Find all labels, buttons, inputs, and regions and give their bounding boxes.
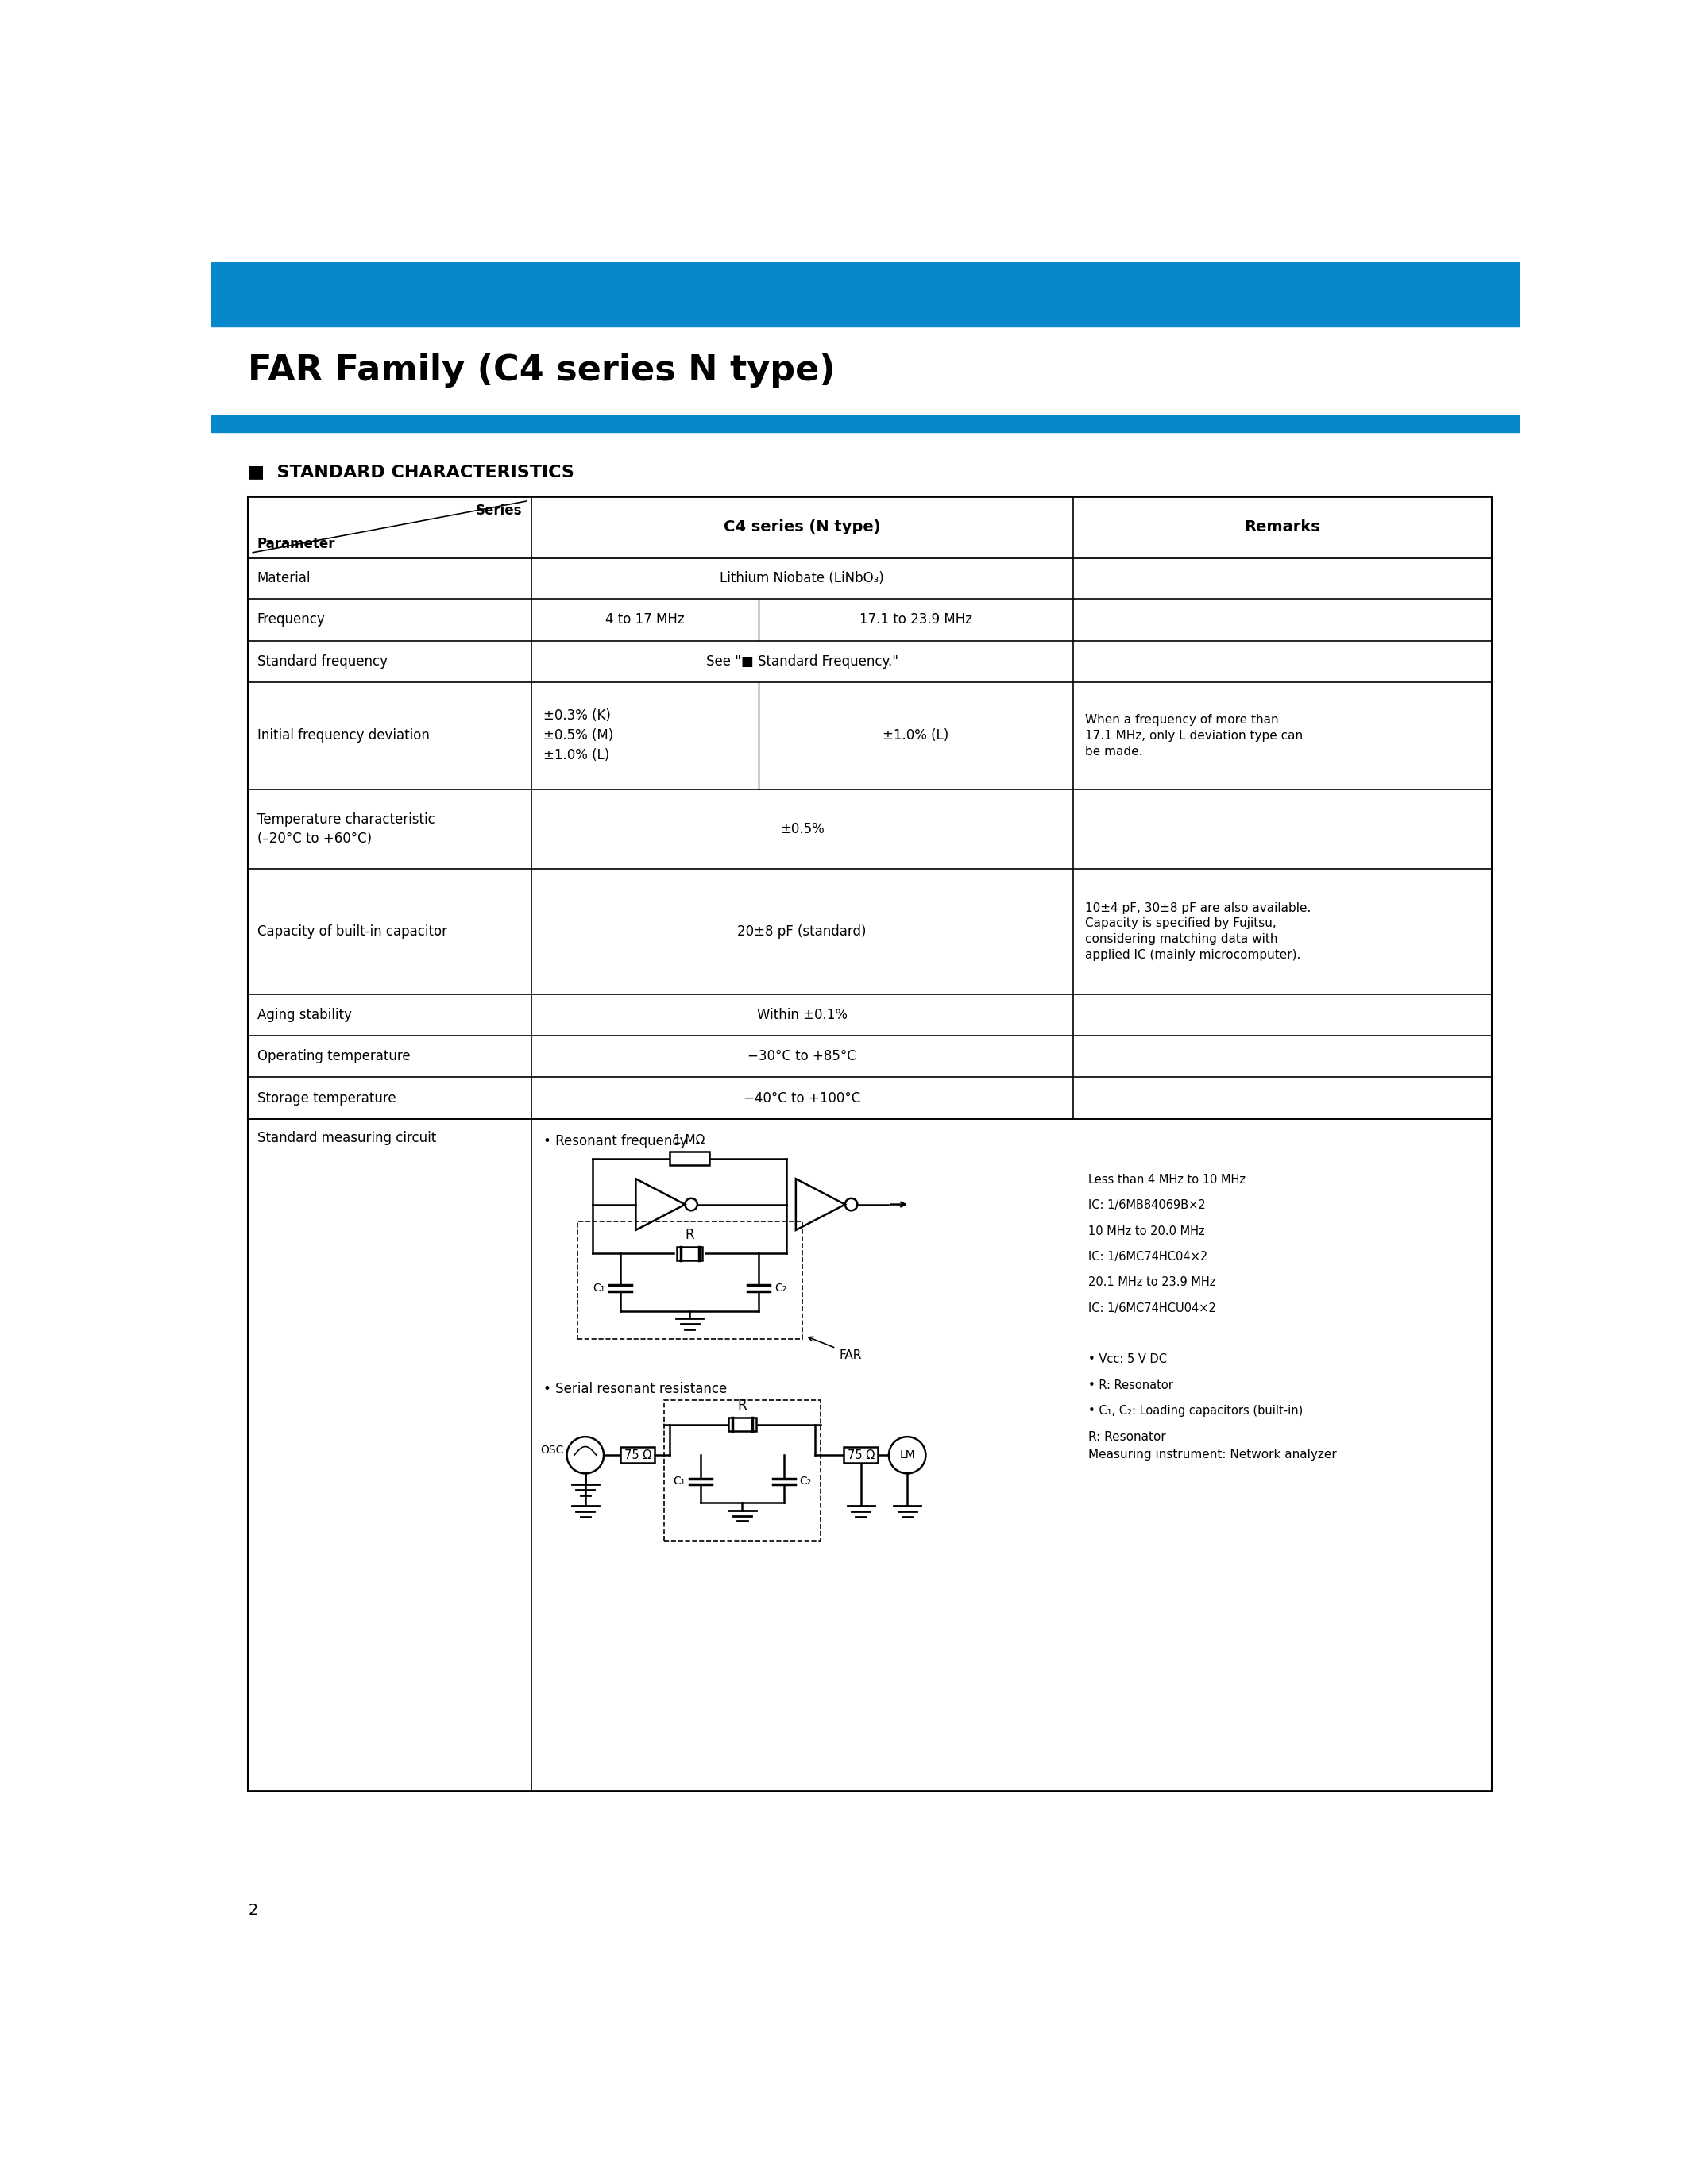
Bar	[211, 262, 1519, 325]
Text: Remarks: Remarks	[1244, 520, 1320, 535]
Bar	[670, 1151, 709, 1166]
Bar	[211, 415, 1519, 432]
Text: • C₁, C₂: Loading capacitors (built-in): • C₁, C₂: Loading capacitors (built-in)	[1089, 1404, 1303, 1417]
Text: OSC: OSC	[540, 1444, 564, 1457]
Text: Operating temperature: Operating temperature	[257, 1048, 410, 1064]
Text: −40°C to +100°C: −40°C to +100°C	[743, 1090, 861, 1105]
Text: Standard measuring circuit: Standard measuring circuit	[257, 1131, 436, 1144]
Text: • R: Resonator: • R: Resonator	[1089, 1380, 1173, 1391]
Text: Storage temperature: Storage temperature	[257, 1090, 397, 1105]
Text: IC: 1/6MC74HCU04×2: IC: 1/6MC74HCU04×2	[1089, 1302, 1215, 1315]
Text: FAR: FAR	[839, 1350, 861, 1361]
Text: 4 to 17 MHz: 4 to 17 MHz	[606, 614, 684, 627]
Text: When a frequency of more than
17.1 MHz, only L deviation type can
be made.: When a frequency of more than 17.1 MHz, …	[1085, 714, 1303, 758]
Text: Standard frequency: Standard frequency	[257, 655, 388, 668]
Text: C4 series (N type): C4 series (N type)	[724, 520, 881, 535]
Text: ±1.0% (L): ±1.0% (L)	[883, 729, 949, 743]
Text: ±0.3% (K)
±0.5% (M)
±1.0% (L): ±0.3% (K) ±0.5% (M) ±1.0% (L)	[544, 708, 613, 762]
Text: Capacity of built-in capacitor: Capacity of built-in capacitor	[257, 924, 447, 939]
Text: • Serial resonant resistance: • Serial resonant resistance	[544, 1382, 728, 1396]
Text: 10 MHz to 20.0 MHz: 10 MHz to 20.0 MHz	[1089, 1225, 1205, 1236]
Text: C₁: C₁	[592, 1282, 604, 1293]
Text: 17.1 to 23.9 MHz: 17.1 to 23.9 MHz	[859, 614, 972, 627]
Text: C₂: C₂	[798, 1476, 812, 1487]
Text: 75 Ω: 75 Ω	[847, 1450, 874, 1461]
Text: Initial frequency deviation: Initial frequency deviation	[257, 729, 429, 743]
Text: ■  STANDARD CHARACTERISTICS: ■ STANDARD CHARACTERISTICS	[248, 463, 574, 480]
Text: 20.1 MHz to 23.9 MHz: 20.1 MHz to 23.9 MHz	[1089, 1278, 1215, 1289]
Bar	[677, 1247, 702, 1260]
Text: Frequency: Frequency	[257, 614, 326, 627]
Text: 2: 2	[248, 1902, 258, 1918]
Text: C₁: C₁	[674, 1476, 685, 1487]
Text: See "■ Standard Frequency.": See "■ Standard Frequency."	[706, 655, 898, 668]
Text: Temperature characteristic
(–20°C to +60°C): Temperature characteristic (–20°C to +60…	[257, 812, 436, 845]
Text: FAR Family (C4 series N type): FAR Family (C4 series N type)	[248, 354, 836, 389]
Bar	[729, 1417, 756, 1431]
Bar	[621, 1448, 655, 1463]
Text: 10±4 pF, 30±8 pF are also available.
Capacity is specified by Fujitsu,
consideri: 10±4 pF, 30±8 pF are also available. Cap…	[1085, 902, 1312, 961]
Text: C₂: C₂	[775, 1282, 787, 1293]
Text: 1 MΩ: 1 MΩ	[674, 1133, 706, 1147]
Text: −30°C to +85°C: −30°C to +85°C	[748, 1048, 856, 1064]
Text: 75 Ω: 75 Ω	[625, 1450, 652, 1461]
Text: Aging stability: Aging stability	[257, 1007, 351, 1022]
Text: • Resonant frequency: • Resonant frequency	[544, 1133, 687, 1149]
Bar	[844, 1448, 878, 1463]
Text: Less than 4 MHz to 10 MHz: Less than 4 MHz to 10 MHz	[1089, 1173, 1246, 1186]
Text: Within ±0.1%: Within ±0.1%	[756, 1007, 847, 1022]
Text: R: Resonator
Measuring instrument: Network analyzer: R: Resonator Measuring instrument: Netwo…	[1089, 1431, 1337, 1461]
Text: R: R	[685, 1227, 694, 1243]
Text: Material: Material	[257, 570, 311, 585]
Text: ±0.5%: ±0.5%	[780, 821, 824, 836]
Text: LM: LM	[900, 1450, 915, 1461]
Text: • Vcc: 5 V DC: • Vcc: 5 V DC	[1089, 1354, 1166, 1365]
Text: IC: 1/6MB84069B×2: IC: 1/6MB84069B×2	[1089, 1199, 1205, 1212]
Text: IC: 1/6MC74HC04×2: IC: 1/6MC74HC04×2	[1089, 1251, 1207, 1262]
Text: 20±8 pF (standard): 20±8 pF (standard)	[738, 924, 866, 939]
Text: R: R	[738, 1398, 746, 1413]
Text: Parameter: Parameter	[257, 537, 336, 550]
Text: Lithium Niobate (LiNbO₃): Lithium Niobate (LiNbO₃)	[719, 570, 885, 585]
Text: Series: Series	[476, 505, 522, 518]
